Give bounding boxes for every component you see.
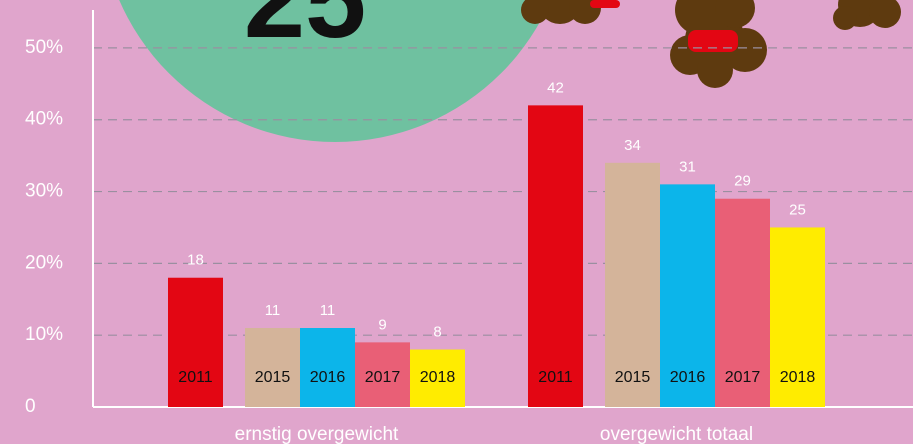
value-label: 42 — [547, 79, 564, 96]
value-label: 29 — [734, 173, 751, 190]
series-label: 2018 — [780, 369, 816, 386]
series-label: 2011 — [178, 369, 213, 386]
decorative-red — [590, 0, 620, 8]
y-tick-label: 20% — [25, 252, 63, 273]
value-label: 11 — [265, 302, 281, 319]
y-tick-label: 30% — [25, 181, 63, 202]
series-label: 2017 — [365, 369, 401, 386]
series-label: 2015 — [615, 369, 651, 386]
decorative-red — [688, 30, 738, 52]
bar — [168, 278, 223, 407]
series-label: 2016 — [670, 369, 706, 386]
series-label: 2018 — [420, 369, 456, 386]
y-tick-label: 0 — [25, 396, 36, 417]
page: 25 0 10% 20% 30% 40% 50% 18 2011 11 2015 11 2016 9 20… — [0, 0, 913, 444]
value-label: 34 — [624, 137, 641, 154]
series-label: 2015 — [255, 369, 291, 386]
series-label: 2017 — [725, 369, 761, 386]
value-label: 31 — [679, 158, 696, 175]
chart: 25 0 10% 20% 30% 40% 50% 18 2011 11 2015 11 2016 9 20… — [0, 0, 913, 444]
value-label: 18 — [187, 252, 204, 269]
bar — [528, 105, 583, 407]
value-label: 11 — [320, 302, 336, 319]
badge-text: 25 — [244, 0, 366, 61]
value-label: 25 — [789, 201, 806, 218]
value-label: 8 — [433, 324, 441, 341]
bar — [300, 328, 355, 407]
bar — [245, 328, 300, 407]
x-tick-label: overgewicht totaal — [600, 424, 753, 444]
series-label: 2011 — [538, 369, 573, 386]
y-tick-label: 40% — [25, 109, 63, 130]
value-label: 9 — [378, 316, 386, 333]
y-tick-label: 10% — [25, 324, 63, 345]
y-tick-label: 50% — [25, 37, 63, 58]
x-tick-label: ernstig overgewicht — [235, 424, 399, 444]
series-label: 2016 — [310, 369, 346, 386]
